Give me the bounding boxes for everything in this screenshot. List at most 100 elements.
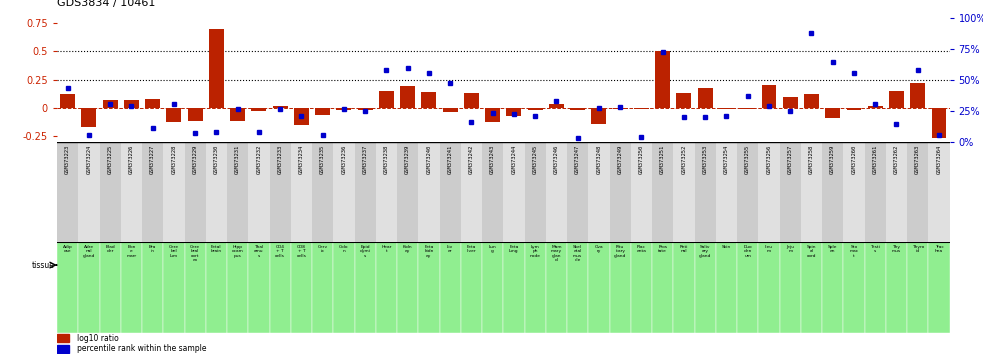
Bar: [142, 142, 163, 242]
Bar: [355, 242, 376, 333]
Bar: [846, 108, 861, 110]
Text: tissue: tissue: [32, 261, 55, 269]
Bar: [442, 108, 458, 112]
Bar: [249, 242, 269, 333]
Bar: [163, 142, 185, 242]
Bar: [843, 142, 865, 242]
Text: Feta
kidn
ey: Feta kidn ey: [425, 245, 434, 258]
Text: GSM373223: GSM373223: [65, 145, 70, 174]
Text: GSM373254: GSM373254: [723, 145, 729, 174]
Bar: [801, 242, 822, 333]
Text: Adre
nal
gland: Adre nal gland: [83, 245, 95, 258]
Bar: [316, 108, 330, 115]
Bar: [570, 108, 585, 110]
Bar: [822, 242, 843, 333]
Bar: [312, 142, 333, 242]
Bar: [549, 104, 564, 108]
Bar: [634, 108, 649, 109]
Text: Thal
amu
s: Thal amu s: [255, 245, 263, 258]
Bar: [567, 142, 588, 242]
Bar: [698, 87, 713, 108]
Text: GSM373243: GSM373243: [491, 145, 495, 174]
Bar: [928, 142, 950, 242]
Text: GSM373256: GSM373256: [767, 145, 772, 174]
Text: GSM373261: GSM373261: [873, 145, 878, 174]
Bar: [461, 142, 482, 242]
Text: Hipp
ocam
pus: Hipp ocam pus: [232, 245, 244, 258]
Bar: [676, 93, 691, 108]
Bar: [205, 242, 227, 333]
Bar: [230, 108, 245, 121]
Bar: [737, 242, 758, 333]
Bar: [422, 92, 436, 108]
Bar: [482, 142, 503, 242]
Bar: [889, 91, 904, 108]
Text: GSM373238: GSM373238: [384, 145, 389, 174]
Bar: [205, 142, 227, 242]
Text: Testi
s: Testi s: [870, 245, 880, 253]
Text: Trac
hea: Trac hea: [935, 245, 944, 253]
Text: GSM373257: GSM373257: [787, 145, 792, 174]
Bar: [142, 242, 163, 333]
Bar: [886, 142, 907, 242]
Bar: [333, 242, 355, 333]
Text: GSM373227: GSM373227: [150, 145, 155, 174]
Text: Epid
dymi
s: Epid dymi s: [360, 245, 371, 258]
Text: GSM373250: GSM373250: [639, 145, 644, 174]
Bar: [185, 242, 205, 333]
Text: GDS3834 / 10461: GDS3834 / 10461: [57, 0, 155, 8]
Bar: [79, 142, 99, 242]
Text: GSM373234: GSM373234: [299, 145, 304, 174]
Text: Colo
n: Colo n: [339, 245, 349, 253]
Bar: [780, 142, 801, 242]
Bar: [609, 242, 631, 333]
Bar: [439, 142, 461, 242]
Bar: [482, 242, 503, 333]
Text: Bra
in: Bra in: [149, 245, 156, 253]
Text: Pitu
itary
gland: Pitu itary gland: [614, 245, 626, 258]
Bar: [397, 242, 419, 333]
Bar: [695, 142, 716, 242]
Text: Feta
liver: Feta liver: [467, 245, 476, 253]
Bar: [716, 242, 737, 333]
Text: Bon
e
marr: Bon e marr: [127, 245, 137, 258]
Bar: [312, 242, 333, 333]
Bar: [355, 142, 376, 242]
Bar: [227, 242, 249, 333]
Bar: [868, 105, 883, 108]
Bar: [57, 142, 79, 242]
Bar: [612, 108, 627, 109]
Text: GSM373225: GSM373225: [108, 145, 113, 174]
Bar: [419, 142, 439, 242]
Bar: [588, 242, 609, 333]
Text: GSM373259: GSM373259: [831, 145, 836, 174]
Text: GSM373231: GSM373231: [235, 145, 240, 174]
Bar: [762, 85, 777, 108]
Text: GSM373253: GSM373253: [703, 145, 708, 174]
Bar: [188, 108, 202, 121]
Text: GSM373246: GSM373246: [554, 145, 559, 174]
Text: Mam
mary
glan
d: Mam mary glan d: [550, 245, 562, 262]
Bar: [464, 93, 479, 108]
Text: Liv
er: Liv er: [447, 245, 453, 253]
Text: log10 ratio: log10 ratio: [77, 334, 118, 343]
Text: GSM373235: GSM373235: [320, 145, 325, 174]
Bar: [419, 242, 439, 333]
Bar: [358, 108, 373, 110]
Bar: [719, 108, 734, 109]
Bar: [185, 142, 205, 242]
Bar: [506, 108, 521, 116]
Bar: [99, 242, 121, 333]
Text: Cere
bral
cort
ex: Cere bral cort ex: [190, 245, 201, 262]
Text: GSM373242: GSM373242: [469, 145, 474, 174]
Bar: [486, 108, 500, 122]
Bar: [57, 345, 69, 353]
Bar: [782, 97, 797, 108]
Bar: [843, 242, 865, 333]
Bar: [826, 108, 840, 118]
Text: GSM373224: GSM373224: [87, 145, 91, 174]
Bar: [376, 242, 397, 333]
Text: Reti
nal: Reti nal: [679, 245, 688, 253]
Bar: [525, 142, 546, 242]
Text: GSM373240: GSM373240: [427, 145, 432, 174]
